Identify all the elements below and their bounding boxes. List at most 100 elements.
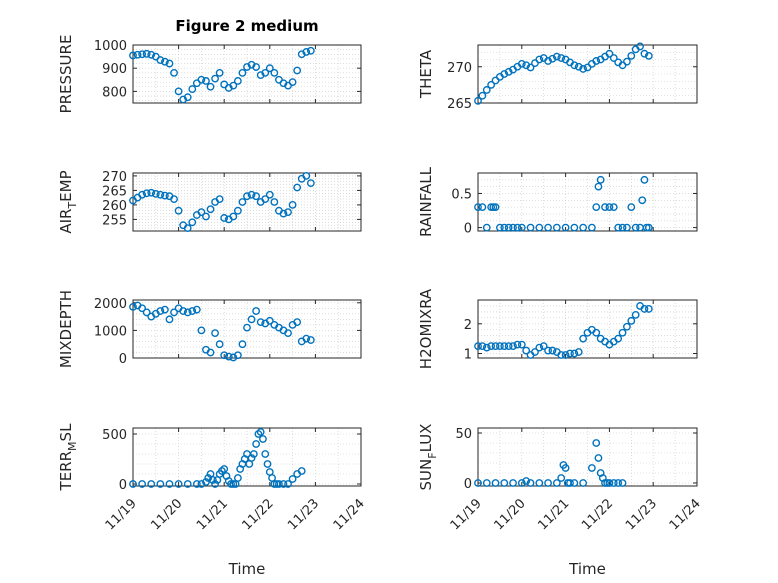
- pressure-plot-area: [132, 44, 362, 104]
- terr_msl-point: [227, 480, 235, 488]
- mixdepth-point: [243, 323, 251, 332]
- mixdepth-point: [179, 307, 188, 315]
- air_temp-point: [151, 189, 160, 198]
- sun_flux-point: [474, 479, 482, 487]
- terr_msl-xtick-label: 11/19: [103, 496, 140, 533]
- pressure-point: [197, 75, 206, 84]
- sun_flux-point: [594, 454, 603, 462]
- terr_msl-series: [129, 428, 306, 488]
- air_temp-point: [183, 224, 192, 233]
- terr_msl-point: [259, 435, 267, 443]
- mixdepth-point: [238, 340, 247, 349]
- pressure-point: [302, 48, 311, 56]
- rainfall-point: [623, 223, 631, 232]
- pressure-point: [147, 50, 156, 59]
- sun_flux-point: [522, 477, 531, 485]
- mixdepth-point: [284, 329, 292, 338]
- theta-point: [474, 96, 482, 105]
- theta-point: [544, 57, 552, 65]
- theta-point: [535, 55, 544, 64]
- terr_msl-point: [297, 467, 306, 475]
- rainfall-point: [640, 175, 649, 184]
- h2omixra-ytick-label: 2: [464, 318, 472, 333]
- theta-series: [474, 42, 653, 105]
- sun_flux-point: [579, 479, 588, 487]
- rainfall-point: [544, 223, 552, 232]
- theta-point: [548, 54, 557, 63]
- air_temp-series: [129, 171, 315, 233]
- theta-point: [487, 80, 496, 89]
- sun_flux-ytick-label: 50: [455, 427, 472, 442]
- h2omixra-point: [531, 348, 539, 356]
- theta-point: [636, 42, 644, 51]
- pressure-point: [138, 50, 147, 59]
- sun_flux-point: [566, 479, 574, 487]
- pressure-point: [206, 82, 215, 91]
- mixdepth-point: [220, 351, 229, 360]
- terr_msl-panel: 0 500 11/19 11/20 11/21 11/22 11/23 11/24 Time TE…: [57, 423, 368, 578]
- terr_msl-ytick-label: 0: [119, 478, 127, 493]
- rainfall-point: [627, 203, 636, 212]
- terr_msl-point: [229, 480, 238, 488]
- theta-point: [570, 61, 579, 70]
- air_temp-point: [142, 189, 151, 198]
- theta-ylabel: THETA: [417, 49, 435, 99]
- terr_msl-point: [288, 475, 297, 483]
- mixdepth-point: [224, 352, 233, 361]
- rainfall-point: [596, 175, 605, 184]
- terr_msl-point: [183, 480, 192, 488]
- theta-point: [504, 67, 513, 76]
- mixdepth-point: [302, 334, 311, 343]
- terr_msl-point: [263, 460, 272, 468]
- mixdepth-point: [265, 316, 274, 325]
- h2omixra-ytick-label: 1: [464, 348, 472, 363]
- h2omixra-point: [482, 343, 491, 352]
- h2omixra-point: [566, 349, 574, 358]
- mixdepth-ytick-label: 2000: [94, 297, 127, 312]
- terr_msl-point: [174, 480, 183, 488]
- rainfall-point: [614, 223, 623, 232]
- rainfall-point: [644, 223, 653, 232]
- h2omixra-point: [644, 305, 653, 313]
- mixdepth-point: [256, 318, 265, 326]
- h2omixra-point: [548, 346, 557, 355]
- rainfall-point: [491, 203, 500, 212]
- terr_msl-point: [279, 480, 288, 488]
- terr_msl-point: [256, 428, 265, 436]
- air_temp-point: [306, 179, 315, 188]
- air_temp-point: [229, 212, 238, 221]
- rainfall-point: [478, 203, 487, 212]
- air_temp-point: [270, 198, 279, 206]
- rainfall-point: [609, 203, 618, 212]
- rainfall-point: [579, 223, 588, 232]
- h2omixra-point: [623, 322, 631, 331]
- terr_msl-point: [208, 476, 217, 484]
- mixdepth-point: [197, 326, 206, 335]
- terr_msl-point: [147, 480, 156, 488]
- pressure-series: [129, 46, 315, 104]
- pressure-point: [211, 74, 219, 83]
- sun_flux-xtick-label: 11/19: [448, 496, 485, 533]
- mixdepth-point: [229, 353, 238, 362]
- rainfall-point: [594, 182, 603, 191]
- theta-point: [627, 51, 636, 60]
- air_temp-ytick-label: 265: [102, 184, 127, 199]
- rainfall-point: [561, 223, 570, 232]
- pressure-point: [270, 68, 279, 77]
- terr_msl-point: [270, 480, 279, 488]
- mixdepth-point: [183, 308, 192, 317]
- h2omixra-point: [574, 348, 583, 356]
- theta-point: [500, 70, 509, 78]
- terr_msl-point: [249, 450, 258, 458]
- mixdepth-series: [129, 301, 315, 362]
- pressure-point: [202, 77, 210, 85]
- mixdepth-point: [252, 307, 261, 315]
- h2omixra-point: [504, 342, 513, 351]
- theta-point: [522, 61, 531, 70]
- sun_flux-xtick-label: 11/20: [492, 496, 529, 533]
- rainfall-point: [605, 203, 614, 212]
- mixdepth-point: [211, 329, 219, 338]
- theta-point: [574, 62, 583, 71]
